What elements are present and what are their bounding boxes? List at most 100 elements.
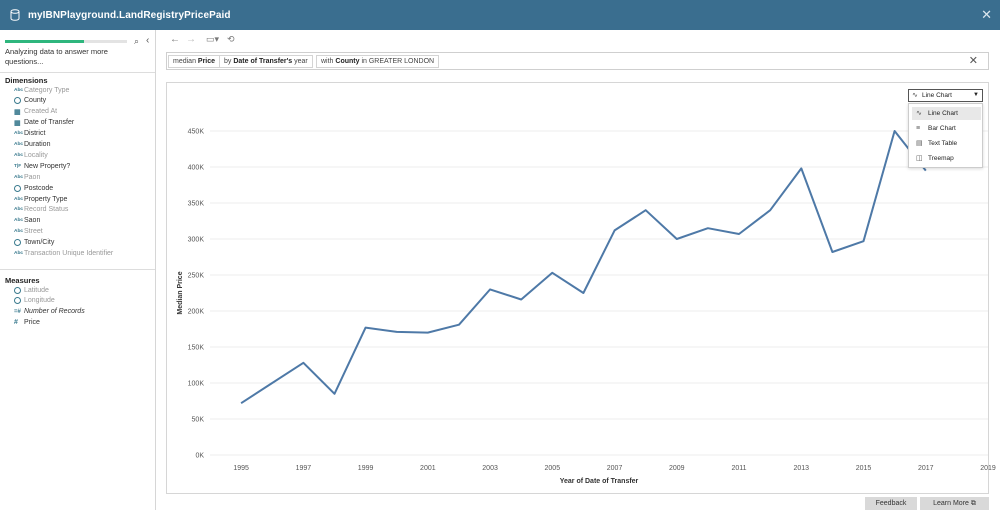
field-label: Category Type (24, 86, 70, 94)
boolean-icon: T|F (14, 163, 22, 169)
field-item[interactable]: Abc Transaction Unique Identifier (14, 249, 113, 259)
field-label: Street (24, 228, 43, 236)
field-item[interactable]: T|F New Property? (14, 161, 70, 171)
field-label: Number of Records (24, 308, 85, 316)
string-icon: Abc (14, 131, 24, 137)
query-chip-filter[interactable]: with County in GREATER LONDON (316, 55, 440, 68)
forward-arrow-icon[interactable]: → (186, 34, 196, 45)
toolbar: ← → ▭▾ ⟲ (156, 30, 1000, 50)
menu-item-line-chart[interactable]: ∿ Line Chart (912, 107, 981, 120)
field-item[interactable]: Longitude (14, 296, 55, 306)
menu-item-text-table[interactable]: ▤ Text Table (912, 137, 981, 150)
query-chip-grouping[interactable]: by Date of Transfer's year (219, 55, 313, 68)
field-item[interactable]: =# Number of Records (14, 307, 85, 317)
field-label: Postcode (24, 184, 54, 192)
field-item[interactable]: County (14, 96, 46, 106)
search-icon[interactable]: ⌕ (134, 36, 140, 46)
field-item[interactable]: ▦ Created At (14, 107, 57, 117)
window-title: myIBNPlayground.LandRegistryPricePaid (28, 9, 231, 21)
field-item[interactable]: Abc Saon (14, 216, 40, 226)
geo-icon (14, 97, 21, 105)
progress-fill (5, 40, 85, 43)
line-chart-icon: ∿ (912, 92, 918, 99)
field-label: District (24, 130, 46, 138)
menu-item-label: Line Chart (928, 110, 958, 117)
geo-icon (14, 297, 21, 305)
date-icon: ▦ (14, 119, 21, 127)
viz-type-icon[interactable]: ▭▾ (206, 34, 220, 44)
geo-icon (14, 286, 21, 294)
chevron-down-icon: ▼ (973, 92, 979, 98)
feedback-button[interactable]: Feedback (865, 497, 917, 510)
field-label: Record Status (24, 206, 69, 214)
chart-panel (166, 82, 989, 494)
field-label: Saon (24, 217, 41, 225)
query-chip-measure[interactable]: median Price (168, 55, 221, 68)
field-item[interactable]: Abc Locality (14, 150, 48, 160)
viz-type-dropdown[interactable]: ∿ Line Chart ▼ (908, 89, 983, 102)
menu-item-label: Text Table (928, 140, 958, 147)
field-item[interactable]: # Price (14, 318, 40, 328)
string-icon: Abc (14, 174, 24, 180)
string-icon: Abc (14, 152, 24, 158)
clear-query-icon[interactable]: ✕ (968, 55, 978, 67)
field-item[interactable]: Town/City (14, 238, 54, 248)
geo-icon (14, 184, 21, 192)
query-input[interactable]: median Price by Date of Transfer's year … (166, 52, 989, 70)
string-icon: Abc (14, 87, 24, 93)
field-label: County (24, 97, 47, 105)
field-item[interactable]: Abc Paon (14, 172, 40, 182)
field-label: Transaction Unique Identifier (24, 250, 114, 257)
learn-more-button[interactable]: Learn More ⧉ (920, 497, 989, 510)
string-icon: Abc (14, 218, 24, 224)
line-chart-icon: ∿ (916, 110, 922, 117)
field-label: Duration (24, 141, 51, 148)
field-label: Price (24, 319, 40, 327)
field-label: Latitude (24, 286, 49, 294)
menu-item-bar-chart[interactable]: ≡ Bar Chart (912, 122, 981, 135)
reset-icon[interactable]: ⟲ (227, 34, 235, 44)
text-table-icon: ▤ (916, 140, 923, 147)
close-icon[interactable]: ✕ (981, 7, 992, 22)
bar-chart-icon: ≡ (916, 125, 921, 132)
field-item[interactable]: Abc Duration (14, 140, 50, 150)
field-item[interactable]: Abc Street (14, 227, 43, 237)
string-icon: Abc (14, 229, 24, 235)
field-item[interactable]: Abc Record Status (14, 205, 68, 215)
viz-type-selected: Line Chart (922, 92, 952, 99)
field-label: Property Type (24, 195, 68, 203)
string-icon: Abc (14, 251, 24, 256)
viz-type-menu: ∿ Line Chart ≡ Bar Chart ▤ Text Table ◫ … (908, 103, 983, 168)
geo-icon (14, 239, 21, 247)
menu-item-label: Treemap (928, 155, 954, 162)
treemap-icon: ◫ (916, 155, 923, 162)
analysis-status-text: Analyzing data to answer more questions.… (5, 47, 108, 66)
number-icon: # (14, 319, 18, 327)
field-label: Locality (24, 151, 48, 159)
calculated-number-icon: =# (14, 308, 21, 315)
field-item[interactable]: Abc Category Type (14, 85, 69, 95)
divider (0, 269, 155, 270)
string-icon: Abc (14, 207, 24, 213)
field-label: New Property? (24, 162, 71, 170)
field-label: Town/City (24, 239, 55, 247)
field-item[interactable]: Latitude (14, 285, 49, 295)
dimensions-header: Dimensions (5, 76, 48, 85)
measures-header: Measures (5, 276, 40, 285)
field-label: Date of Transfer (24, 119, 75, 127)
field-item[interactable]: Postcode (14, 183, 53, 193)
database-icon (10, 9, 20, 21)
date-icon: ▦ (14, 108, 21, 116)
string-icon: Abc (14, 196, 24, 202)
field-item[interactable]: ▦ Date of Transfer (14, 118, 74, 128)
back-arrow-icon[interactable]: ← (170, 34, 180, 45)
menu-item-treemap[interactable]: ◫ Treemap (912, 152, 981, 165)
field-label: Created At (24, 108, 58, 116)
field-item[interactable]: Abc District (14, 129, 45, 139)
collapse-pane-icon[interactable]: ‹ (146, 35, 150, 46)
analysis-progress-bar (5, 40, 127, 43)
field-item[interactable]: Abc Property Type (14, 194, 67, 204)
string-icon: Abc (14, 142, 24, 147)
menu-item-label: Bar Chart (928, 125, 956, 132)
field-label: Longitude (24, 297, 55, 305)
